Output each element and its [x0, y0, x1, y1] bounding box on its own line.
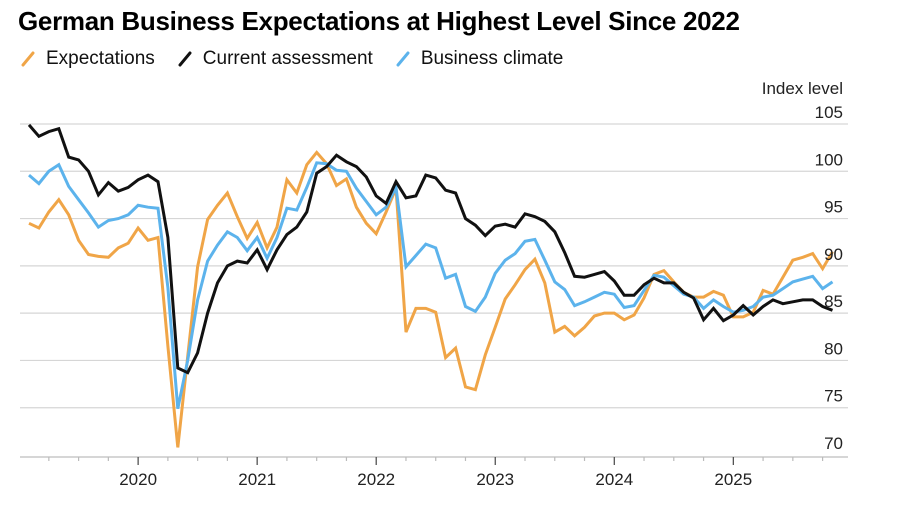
legend-swatch-current-assessment-icon: [178, 51, 192, 67]
y-tick-label: 95: [824, 198, 843, 217]
x-tick-label-2020: 2020: [119, 470, 157, 489]
x-tick-label-2021: 2021: [238, 470, 276, 489]
x-tick-label-2022: 2022: [357, 470, 395, 489]
series-lines: [27, 123, 834, 448]
legend-label-current-assessment: Current assessment: [202, 48, 373, 69]
y-axis: 105 100 95 90 85 80 75 70: [815, 103, 843, 453]
legend-swatch-expectations-icon: [21, 51, 35, 67]
legend: Expectations Current assessment Business…: [20, 48, 585, 70]
y-tick-label: 100: [815, 150, 843, 169]
x-tick-label-2025: 2025: [714, 470, 752, 489]
series-line-expectations: [28, 150, 834, 448]
series-line-business-climate: [28, 161, 834, 410]
x-tick-label-2024: 2024: [595, 470, 633, 489]
legend-item-business-climate: Business climate: [395, 48, 564, 70]
y-tick-label: 105: [815, 103, 843, 122]
y-tick-label: 90: [824, 245, 843, 264]
legend-label-expectations: Expectations: [46, 48, 155, 69]
series-line-current-assessment: [27, 123, 834, 375]
legend-item-expectations: Expectations: [20, 48, 155, 70]
chart-title: German Business Expectations at Highest …: [18, 6, 740, 36]
x-axis: 2020 2021 2022 2023 2024 2025: [20, 456, 848, 489]
x-tick-label-2023: 2023: [476, 470, 514, 489]
y-tick-label: 80: [824, 339, 843, 358]
y-axis-title: Index level: [762, 79, 843, 98]
legend-item-current-assessment: Current assessment: [177, 48, 373, 70]
y-tick-label: 85: [824, 292, 843, 311]
legend-swatch-business-climate-icon: [396, 51, 410, 67]
legend-label-business-climate: Business climate: [420, 48, 564, 69]
y-tick-label: 75: [824, 387, 843, 406]
y-tick-label: 70: [824, 434, 843, 453]
gridlines: [20, 123, 848, 409]
